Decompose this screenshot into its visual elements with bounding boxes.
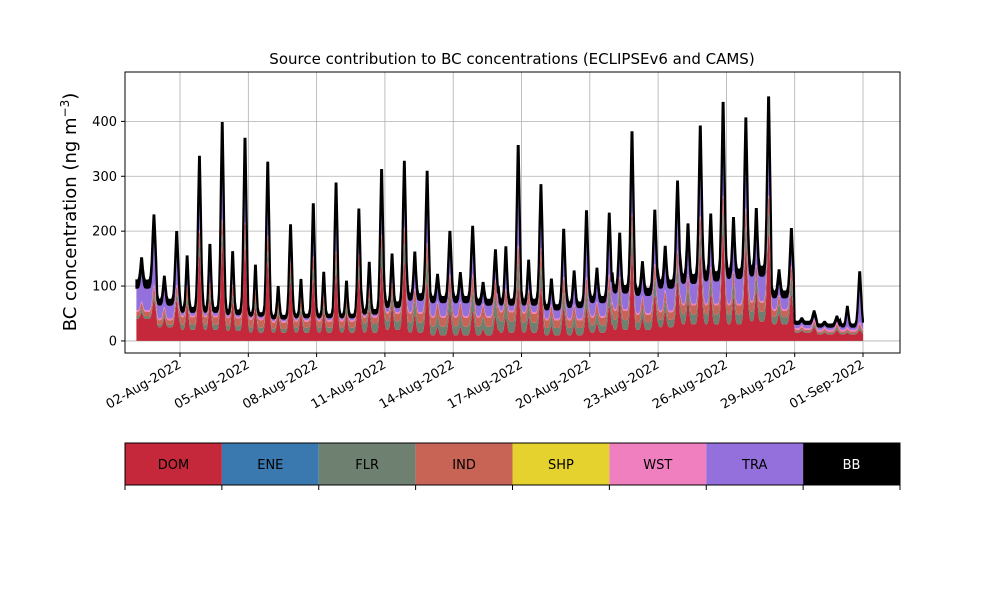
y-tick-label: 300 bbox=[92, 170, 117, 185]
legend-label-tra: TRA bbox=[741, 458, 767, 473]
area-series-dom bbox=[136, 235, 863, 341]
plot-frame bbox=[124, 71, 901, 354]
legend-label-dom: DOM bbox=[158, 458, 189, 473]
y-axis-label-main: BC concentration (ng m bbox=[60, 117, 81, 331]
legend-label-bb: BB bbox=[843, 458, 861, 473]
y-axis: 0 100 200 300 400 bbox=[92, 115, 125, 349]
legend-label-wst: WST bbox=[643, 458, 672, 473]
legend-swatch-tra bbox=[706, 443, 804, 485]
legend-swatch-dom bbox=[125, 443, 222, 485]
y-tick-label: 0 bbox=[109, 334, 117, 349]
y-tick-label: 200 bbox=[92, 225, 117, 240]
y-axis-label-close: ) bbox=[60, 93, 81, 100]
y-axis-label-superscript: −3 bbox=[58, 100, 72, 118]
legend-swatch-wst bbox=[609, 443, 707, 485]
y-tick-label: 400 bbox=[92, 115, 117, 130]
y-axis-label: BC concentration (ng m−3) bbox=[58, 93, 81, 332]
legend-label-shp: SHP bbox=[548, 458, 574, 473]
legend-swatch-shp bbox=[512, 443, 610, 485]
legend-colorbar: DOM ENE FLR IND SHP WST TRA BB bbox=[124, 442, 901, 490]
legend-label-ene: ENE bbox=[257, 458, 283, 473]
legend-swatch-bb bbox=[803, 443, 900, 485]
legend-swatch-ind bbox=[415, 443, 513, 485]
legend-label-flr: FLR bbox=[355, 458, 379, 473]
legend-swatch-flr bbox=[318, 443, 416, 485]
area-series-bb bbox=[135, 96, 864, 328]
legend-label-ind: IND bbox=[452, 458, 476, 473]
legend-swatch-ene bbox=[221, 443, 319, 485]
y-tick-label: 100 bbox=[92, 280, 117, 295]
chart-title: Source contribution to BC concentrations… bbox=[269, 50, 754, 68]
stacked-area-layer bbox=[135, 96, 864, 341]
